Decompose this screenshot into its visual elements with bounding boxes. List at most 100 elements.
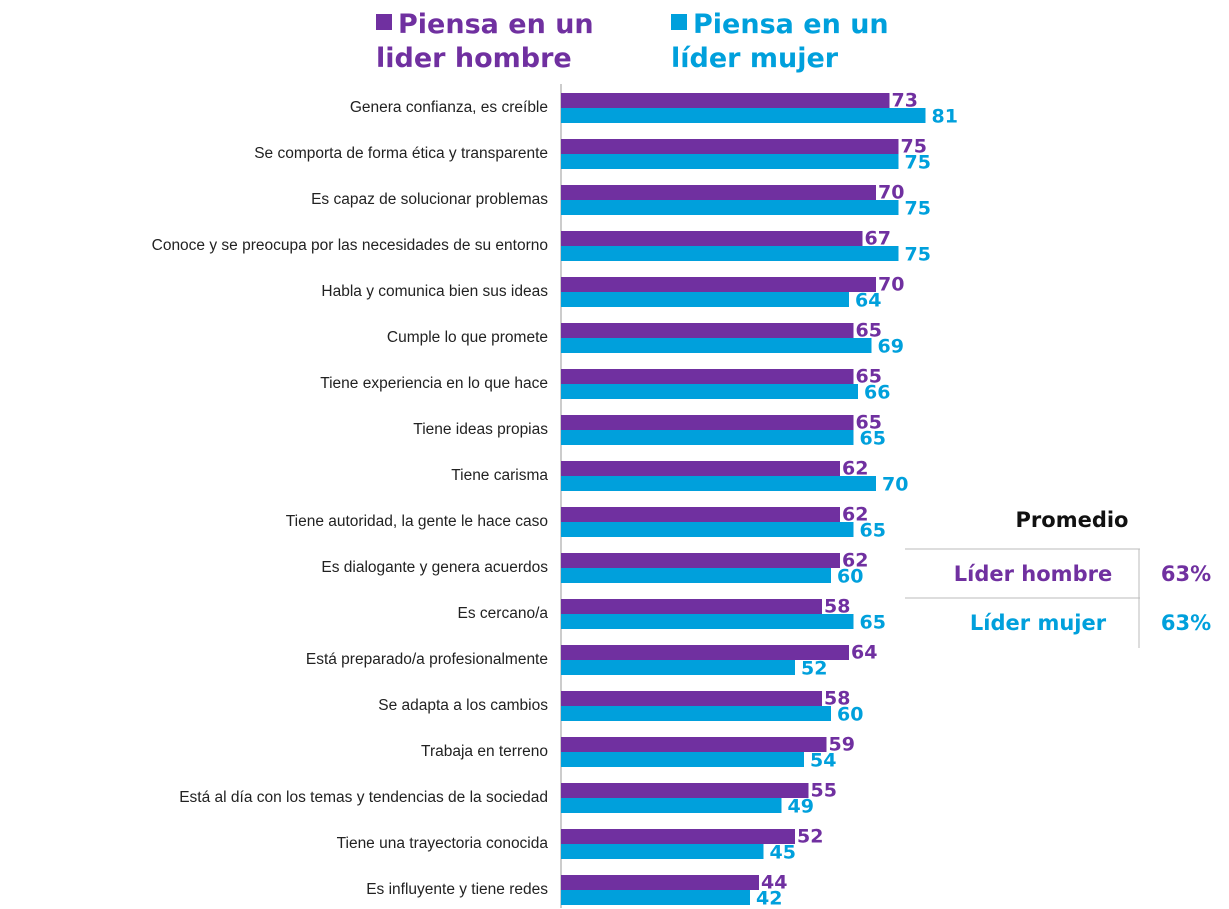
bar <box>561 139 899 154</box>
value-label: 49 <box>788 796 814 818</box>
value-label: 60 <box>837 566 863 588</box>
value-label: 65 <box>856 412 882 434</box>
bar <box>561 231 863 246</box>
value-label: 65 <box>856 320 882 342</box>
bar <box>561 599 822 614</box>
bar <box>561 338 872 353</box>
value-label: 65 <box>860 520 886 542</box>
value-label: 52 <box>797 826 823 848</box>
bar <box>561 660 795 675</box>
category-label: Trabaja en terreno <box>421 743 548 760</box>
value-label: 67 <box>865 228 891 250</box>
category-label: Es dialogante y genera acuerdos <box>321 559 548 576</box>
bar <box>561 93 890 108</box>
bar <box>561 614 854 629</box>
value-label: 70 <box>878 274 904 296</box>
bar <box>561 737 827 752</box>
bar <box>561 108 926 123</box>
legend-swatch <box>671 14 687 30</box>
value-label: 70 <box>882 474 908 496</box>
bar <box>561 384 858 399</box>
bar <box>561 890 750 905</box>
value-label: 75 <box>905 244 931 266</box>
bar <box>561 476 876 491</box>
value-label: 64 <box>851 642 877 664</box>
summary-value: 63% <box>1161 611 1211 635</box>
category-label: Habla y comunica bien sus ideas <box>321 283 548 300</box>
value-label: 65 <box>860 428 886 450</box>
legend-label: Piensa en un líder mujer <box>671 9 889 74</box>
bar <box>561 369 854 384</box>
bar <box>561 430 854 445</box>
value-label: 69 <box>878 336 904 358</box>
bar <box>561 200 899 215</box>
bar <box>561 844 764 859</box>
category-label: Se comporta de forma ética y transparent… <box>254 145 548 162</box>
category-label: Conoce y se preocupa por las necesidades… <box>152 237 548 254</box>
bar <box>561 277 876 292</box>
value-label: 45 <box>770 842 796 864</box>
summary-label: Líder mujer <box>970 611 1107 635</box>
value-label: 42 <box>756 888 782 909</box>
value-label: 70 <box>878 182 904 204</box>
bar <box>561 246 899 261</box>
summary-title: Promedio <box>1016 508 1129 532</box>
category-label: Está preparado/a profesionalmente <box>306 651 548 668</box>
category-label: Tiene experiencia en lo que hace <box>320 375 548 392</box>
bar <box>561 415 854 430</box>
category-label: Tiene ideas propias <box>413 421 548 438</box>
bar <box>561 507 840 522</box>
summary-value: 63% <box>1161 562 1211 586</box>
category-label: Tiene una trayectoria conocida <box>337 835 549 852</box>
category-label: Se adapta a los cambios <box>378 697 548 714</box>
bar <box>561 706 831 721</box>
category-label: Está al día con los temas y tendencias d… <box>179 789 548 806</box>
value-label: 52 <box>801 658 827 680</box>
bar <box>561 553 840 568</box>
value-label: 54 <box>810 750 836 772</box>
bar <box>561 323 854 338</box>
category-label: Tiene carisma <box>451 467 548 484</box>
value-label: 62 <box>842 550 868 572</box>
bar <box>561 752 804 767</box>
bar <box>561 691 822 706</box>
legend-item: Piensa en un líder mujer <box>671 8 901 76</box>
legend-swatch <box>376 14 392 30</box>
value-label: 65 <box>860 612 886 634</box>
bar <box>561 783 809 798</box>
value-label: 55 <box>811 780 837 802</box>
bar <box>561 875 759 890</box>
value-label: 58 <box>824 688 850 710</box>
legend-label: Piensa en un lider hombre <box>376 9 594 74</box>
category-label: Es influyente y tiene redes <box>366 881 548 898</box>
bar <box>561 154 899 169</box>
value-label: 65 <box>856 366 882 388</box>
bar <box>561 522 854 537</box>
summary-label: Líder hombre <box>954 562 1112 586</box>
bar <box>561 461 840 476</box>
value-label: 44 <box>761 872 787 894</box>
category-label: Tiene autoridad, la gente le hace caso <box>286 513 548 530</box>
category-label: Cumple lo que promete <box>387 329 548 346</box>
value-label: 81 <box>932 106 958 128</box>
value-label: 75 <box>905 198 931 220</box>
value-label: 62 <box>842 504 868 526</box>
value-label: 60 <box>837 704 863 726</box>
bar <box>561 798 782 813</box>
value-label: 73 <box>892 90 918 112</box>
value-label: 75 <box>901 136 927 158</box>
value-label: 75 <box>905 152 931 174</box>
category-label: Es capaz de solucionar problemas <box>311 191 548 208</box>
bar <box>561 568 831 583</box>
category-label: Genera confianza, es creíble <box>350 99 548 116</box>
bar <box>561 185 876 200</box>
value-label: 62 <box>842 458 868 480</box>
value-label: 64 <box>855 290 881 312</box>
bar <box>561 645 849 660</box>
value-label: 58 <box>824 596 850 618</box>
category-label: Es cercano/a <box>458 605 549 622</box>
value-label: 59 <box>829 734 855 756</box>
bar <box>561 829 795 844</box>
